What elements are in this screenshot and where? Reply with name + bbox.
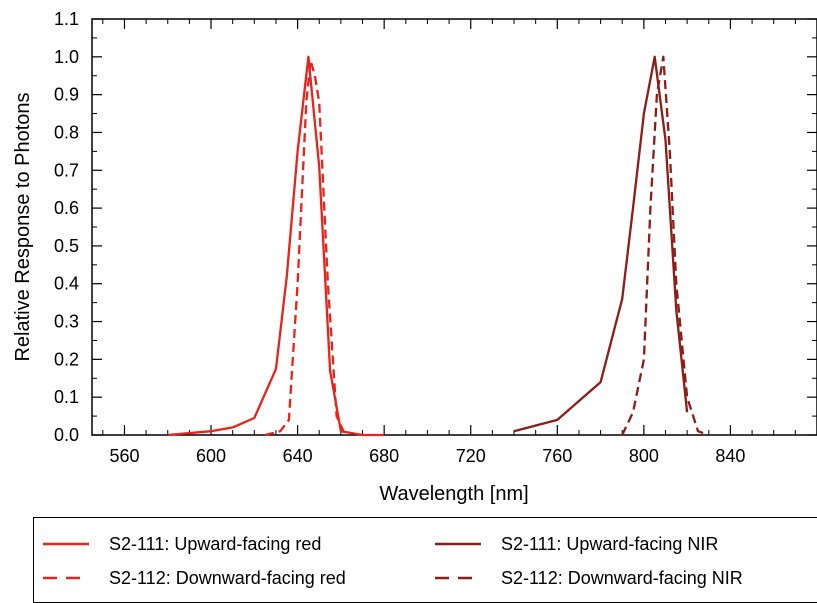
- y-tick-label: 0.7: [54, 160, 79, 180]
- legend-swatch-upward-red: [43, 542, 89, 546]
- y-tick-label: 0.1: [54, 387, 79, 407]
- legend-swatch-downward-nir: [435, 576, 481, 580]
- legend-label-upward-nir: S2-111: Upward-facing NIR: [501, 533, 719, 554]
- legend-item-upward-red: S2-111: Upward-facing red: [43, 533, 321, 555]
- legend-label-downward-nir: S2-112: Downward-facing NIR: [501, 567, 743, 588]
- x-tick-label: 680: [369, 446, 399, 466]
- x-tick-label: 560: [109, 446, 139, 466]
- tick-labels: 560 600 640 680 720 760 800 840 0.0 0.1 0.2 0.3 0.4 0…: [54, 9, 745, 466]
- series-line-1: [264, 59, 347, 437]
- y-tick-label: 0.4: [54, 274, 79, 294]
- y-tick-label: 1.1: [54, 9, 79, 29]
- y-tick-label: 0.6: [54, 198, 79, 218]
- plot-frame: [91, 18, 817, 436]
- y-tick-label: 1.0: [54, 47, 79, 67]
- x-tick-label: 600: [196, 446, 226, 466]
- legend-item-downward-red: S2-112: Downward-facing red: [43, 567, 346, 589]
- axis-ticks: [92, 18, 817, 436]
- series-line-3: [621, 55, 710, 437]
- y-tick-label: 0.8: [54, 122, 79, 142]
- legend-item-downward-nir: S2-112: Downward-facing NIR: [435, 567, 743, 589]
- series-line-0: [167, 55, 385, 437]
- x-tick-label: 800: [629, 446, 659, 466]
- legend-label-downward-red: S2-112: Downward-facing red: [109, 567, 346, 588]
- y-tick-label: 0.5: [54, 236, 79, 256]
- y-tick-label: 0.3: [54, 312, 79, 332]
- series-lines: [167, 55, 710, 437]
- legend: S2-111: Upward-facing red S2-112: Downwa…: [33, 517, 817, 603]
- x-axis-label: Wavelength [nm]: [379, 483, 528, 505]
- y-tick-label: 0.0: [54, 425, 79, 445]
- chart: 560 600 640 680 720 760 800 840 0.0 0.1 0.2 0.3 0.4 0…: [12, 9, 817, 505]
- y-tick-label: 0.2: [54, 349, 79, 369]
- legend-label-upward-red: S2-111: Upward-facing red: [109, 533, 322, 554]
- x-tick-label: 640: [283, 446, 313, 466]
- series-line-2: [513, 55, 689, 433]
- y-tick-label: 0.9: [54, 85, 79, 105]
- y-axis-label: Relative Response to Photons: [12, 92, 34, 361]
- legend-swatch-downward-red: [43, 576, 89, 580]
- x-tick-label: 840: [715, 446, 745, 466]
- x-tick-label: 720: [456, 446, 486, 466]
- legend-item-upward-nir: S2-111: Upward-facing NIR: [435, 533, 718, 555]
- x-tick-label: 760: [542, 446, 572, 466]
- legend-swatch-upward-nir: [435, 542, 481, 546]
